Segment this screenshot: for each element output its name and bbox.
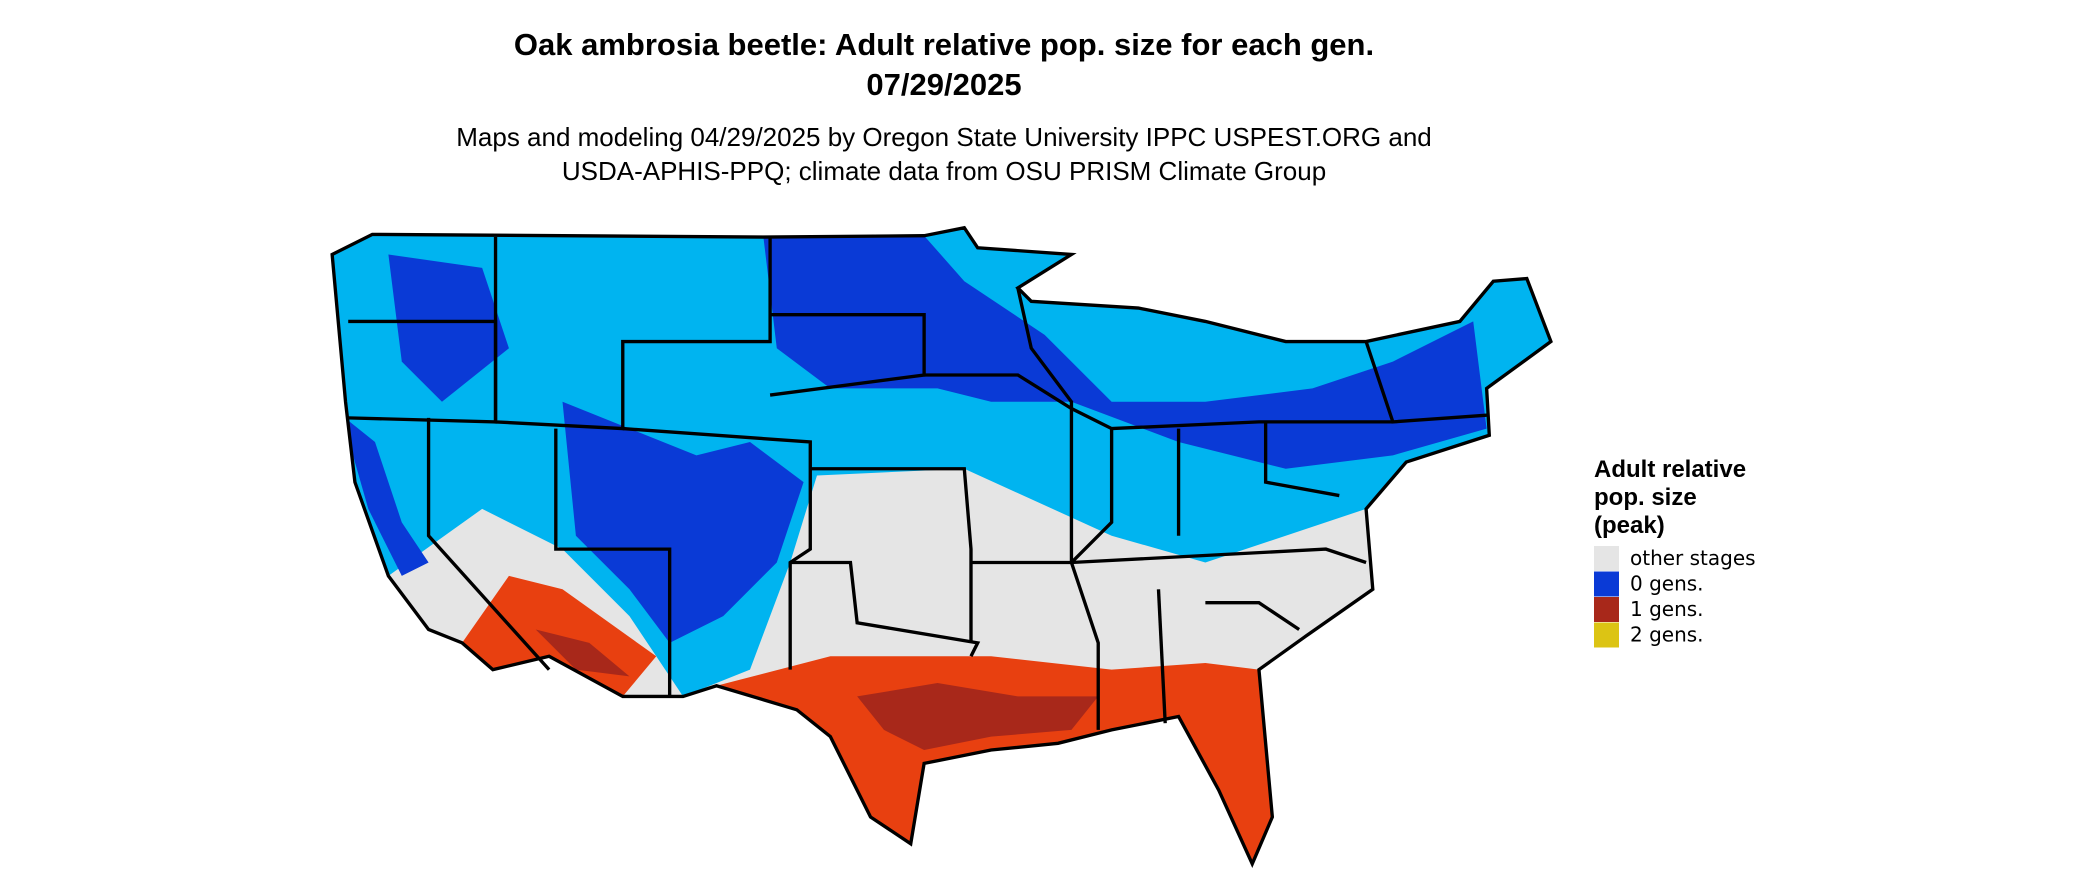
state-borders [330,225,1553,868]
dark-red-area [857,683,1099,751]
dark-blue-area [562,401,804,643]
legend-swatch [1594,571,1619,597]
subtitle: USDA-APHIS-PPQ; climate data from OSU PR… [562,156,1326,186]
legend-title: pop. size [1594,484,1697,511]
legend-title: (peak) [1594,512,1665,539]
legend-swatch [1594,546,1619,571]
subtitle: Maps and modeling 04/29/2025 by Oregon S… [456,122,1432,152]
red-area [716,656,1273,864]
legend-label: 0 gens. [1630,572,1704,596]
dark-blue-area [341,415,429,576]
dark-red-area [535,629,630,677]
legend-swatch [1594,622,1619,648]
legend-label: 2 gens. [1630,623,1704,647]
legend-label: 1 gens. [1630,597,1704,621]
title: Oak ambrosia beetle: Adult relative pop.… [514,27,1374,62]
legend-title: Adult relative [1594,456,1746,483]
dark-blue-area [763,235,1487,469]
legend-swatch [1594,597,1619,622]
legend-label: other stages [1630,546,1756,570]
date: 07/29/2025 [866,67,1021,102]
dark-blue-area [388,254,509,402]
